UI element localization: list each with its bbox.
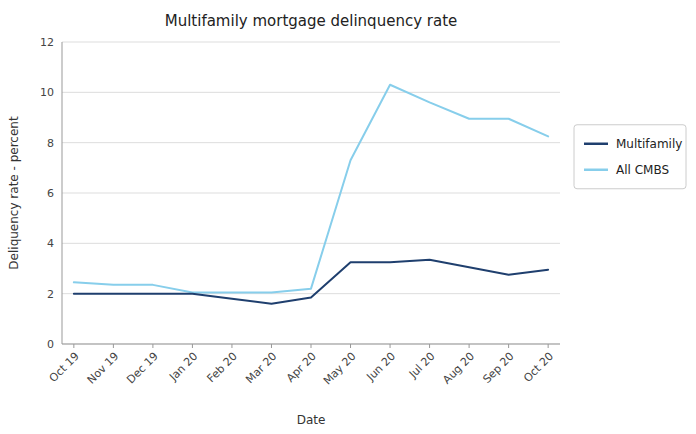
grid-line bbox=[62, 142, 560, 143]
x-tick-label: Dec 19 bbox=[124, 350, 161, 387]
x-tick bbox=[231, 344, 232, 348]
x-tick-label: Jul 20 bbox=[406, 350, 438, 382]
x-tick bbox=[469, 344, 470, 348]
x-tick bbox=[152, 344, 153, 348]
title: Multifamily mortgage delinquency rate bbox=[165, 12, 458, 30]
x-tick-label: Mar 20 bbox=[243, 350, 279, 386]
grid-line bbox=[62, 243, 560, 244]
chart-container: 024681012Oct 19Nov 19Dec 19Jan 20Feb 20M… bbox=[0, 0, 696, 434]
x-tick bbox=[311, 344, 312, 348]
x-tick-label: Aug 20 bbox=[440, 350, 477, 387]
y-grid bbox=[62, 42, 560, 344]
x-tick bbox=[429, 344, 430, 348]
series-line bbox=[74, 85, 548, 293]
legend-swatch bbox=[584, 143, 608, 146]
legend-box bbox=[574, 125, 686, 189]
x-axis: Oct 19Nov 19Dec 19Jan 20Feb 20Mar 20Apr … bbox=[47, 344, 560, 387]
y-tick-label: 6 bbox=[47, 187, 54, 200]
x-tick bbox=[73, 344, 74, 348]
y-tick-label: 4 bbox=[47, 237, 54, 250]
y-tick-label: 10 bbox=[40, 86, 54, 99]
y-tick-label: 0 bbox=[47, 338, 54, 351]
legend: Multifamily All CMBS bbox=[574, 125, 686, 189]
x-tick-label: Jan 20 bbox=[166, 350, 200, 384]
x-tick-label: Oct 19 bbox=[47, 350, 82, 385]
grid-line bbox=[62, 92, 560, 93]
x-tick bbox=[271, 344, 272, 348]
x-tick-label: Sep 20 bbox=[480, 350, 516, 386]
y-tick-label: 2 bbox=[47, 288, 54, 301]
x-tick-label: Jun 20 bbox=[364, 350, 398, 384]
y-tick-label: 8 bbox=[47, 137, 54, 150]
x-tick bbox=[113, 344, 114, 348]
chart: 024681012Oct 19Nov 19Dec 19Jan 20Feb 20M… bbox=[0, 0, 696, 434]
legend-label: Multifamily bbox=[616, 137, 682, 151]
x-tick-label: Oct 20 bbox=[521, 350, 556, 385]
x-axis-label: Date bbox=[297, 413, 326, 427]
series-lines bbox=[74, 85, 548, 304]
y-axis-line bbox=[62, 42, 63, 344]
x-tick bbox=[350, 344, 351, 348]
x-tick-label: Nov 19 bbox=[85, 350, 122, 387]
y-axis-label: Deliquency rate - percent bbox=[7, 116, 21, 270]
x-tick bbox=[390, 344, 391, 348]
grid-line bbox=[62, 193, 560, 194]
series-line bbox=[74, 260, 548, 304]
x-tick-label: Feb 20 bbox=[205, 350, 240, 385]
x-tick bbox=[508, 344, 509, 348]
x-tick bbox=[192, 344, 193, 348]
x-tick bbox=[548, 344, 549, 348]
x-tick-label: Apr 20 bbox=[284, 350, 319, 385]
y-axis: 0 2 4 6 8 10 12 bbox=[40, 36, 62, 351]
x-tick-label: May 20 bbox=[321, 350, 359, 388]
grid-line bbox=[62, 42, 560, 43]
legend-label: All CMBS bbox=[616, 163, 669, 177]
legend-swatch bbox=[584, 169, 608, 172]
y-tick-label: 12 bbox=[40, 36, 54, 49]
